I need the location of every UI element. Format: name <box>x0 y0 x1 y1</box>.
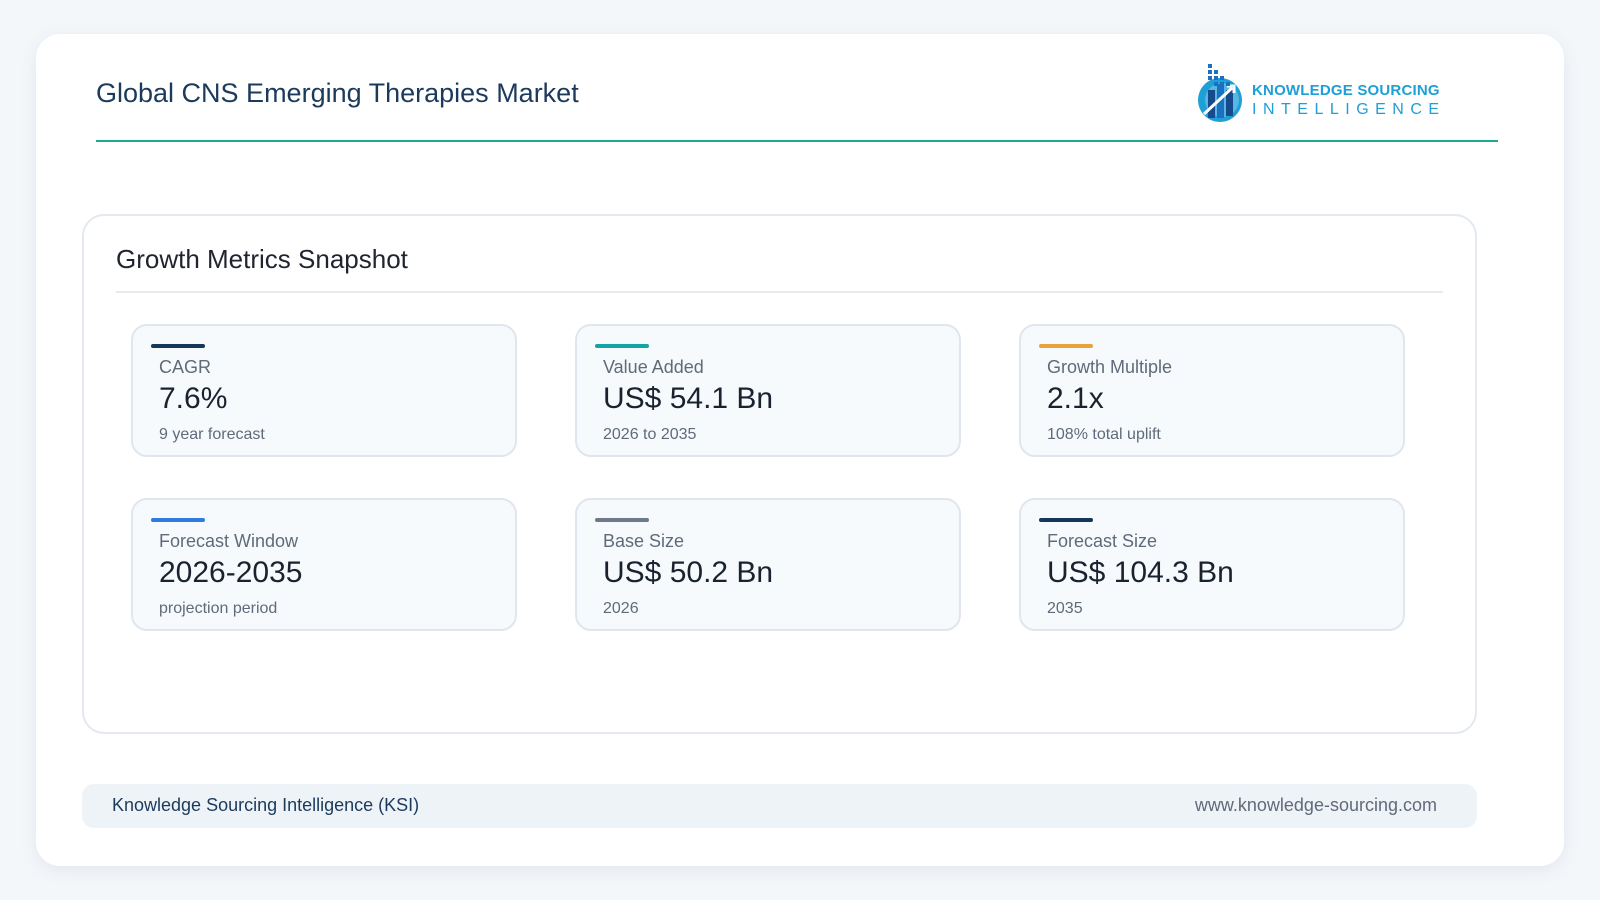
metric-label: Value Added <box>603 357 704 377</box>
report-card: Global CNS Emerging Therapies Market <box>36 34 1564 866</box>
metric-card-value-added: Value Added US$ 54.1 Bn 2026 to 2035 <box>575 324 961 457</box>
metric-value: 2.1x <box>1047 382 1104 415</box>
metric-value: 2026-2035 <box>159 556 303 589</box>
metric-label: Forecast Size <box>1047 531 1158 551</box>
header: Global CNS Emerging Therapies Market <box>96 34 1498 142</box>
logo-text-secondary: INTELLIGENCE <box>1252 101 1446 118</box>
metric-value: 7.6% <box>159 382 228 415</box>
metric-label: Growth Multiple <box>1047 357 1173 377</box>
metric-subtext: 2026 to 2035 <box>603 426 697 443</box>
footer-website-link[interactable]: www.knowledge-sourcing.com <box>1194 795 1437 815</box>
metric-value: US$ 54.1 Bn <box>603 382 774 415</box>
metric-accent-bar <box>595 518 649 522</box>
metric-card-forecast-window: Forecast Window 2026-2035 projection per… <box>131 498 517 631</box>
metric-subtext: 9 year forecast <box>159 426 265 443</box>
metric-subtext: 108% total uplift <box>1047 426 1161 443</box>
metric-card-growth-multiple: Growth Multiple 2.1x 108% total uplift <box>1019 324 1405 457</box>
metric-accent-bar <box>595 344 649 348</box>
metric-accent-bar <box>1039 518 1093 522</box>
metric-value: US$ 50.2 Bn <box>603 556 774 589</box>
metric-accent-bar <box>1039 344 1093 348</box>
metric-label: Base Size <box>603 531 685 551</box>
metric-subtext: 2026 <box>603 600 639 617</box>
metric-value: US$ 104.3 Bn <box>1047 556 1234 589</box>
metric-accent-bar <box>151 518 205 522</box>
logo-text-primary: KNOWLEDGE SOURCING <box>1252 82 1440 99</box>
metric-subtext: 2035 <box>1047 600 1083 617</box>
page-title: Global CNS Emerging Therapies Market <box>96 78 579 108</box>
metric-subtext: projection period <box>159 600 278 617</box>
panel-title: Growth Metrics Snapshot <box>116 244 408 274</box>
ksi-logo-icon <box>1198 64 1242 122</box>
metric-card-forecast-size: Forecast Size US$ 104.3 Bn 2035 <box>1019 498 1405 631</box>
panel-divider <box>116 291 1443 293</box>
metric-label: Forecast Window <box>159 531 299 551</box>
metric-card-cagr: CAGR 7.6% 9 year forecast <box>131 324 517 457</box>
footer: Knowledge Sourcing Intelligence (KSI) ww… <box>82 784 1477 828</box>
growth-metrics-panel: Growth Metrics Snapshot CAGR 7.6% 9 year… <box>82 214 1477 734</box>
footer-company-name: Knowledge Sourcing Intelligence (KSI) <box>112 795 420 815</box>
logo: KNOWLEDGE SOURCING INTELLIGENCE <box>1194 60 1454 126</box>
metric-card-base-size: Base Size US$ 50.2 Bn 2026 <box>575 498 961 631</box>
metric-label: CAGR <box>159 357 212 377</box>
metric-accent-bar <box>151 344 205 348</box>
